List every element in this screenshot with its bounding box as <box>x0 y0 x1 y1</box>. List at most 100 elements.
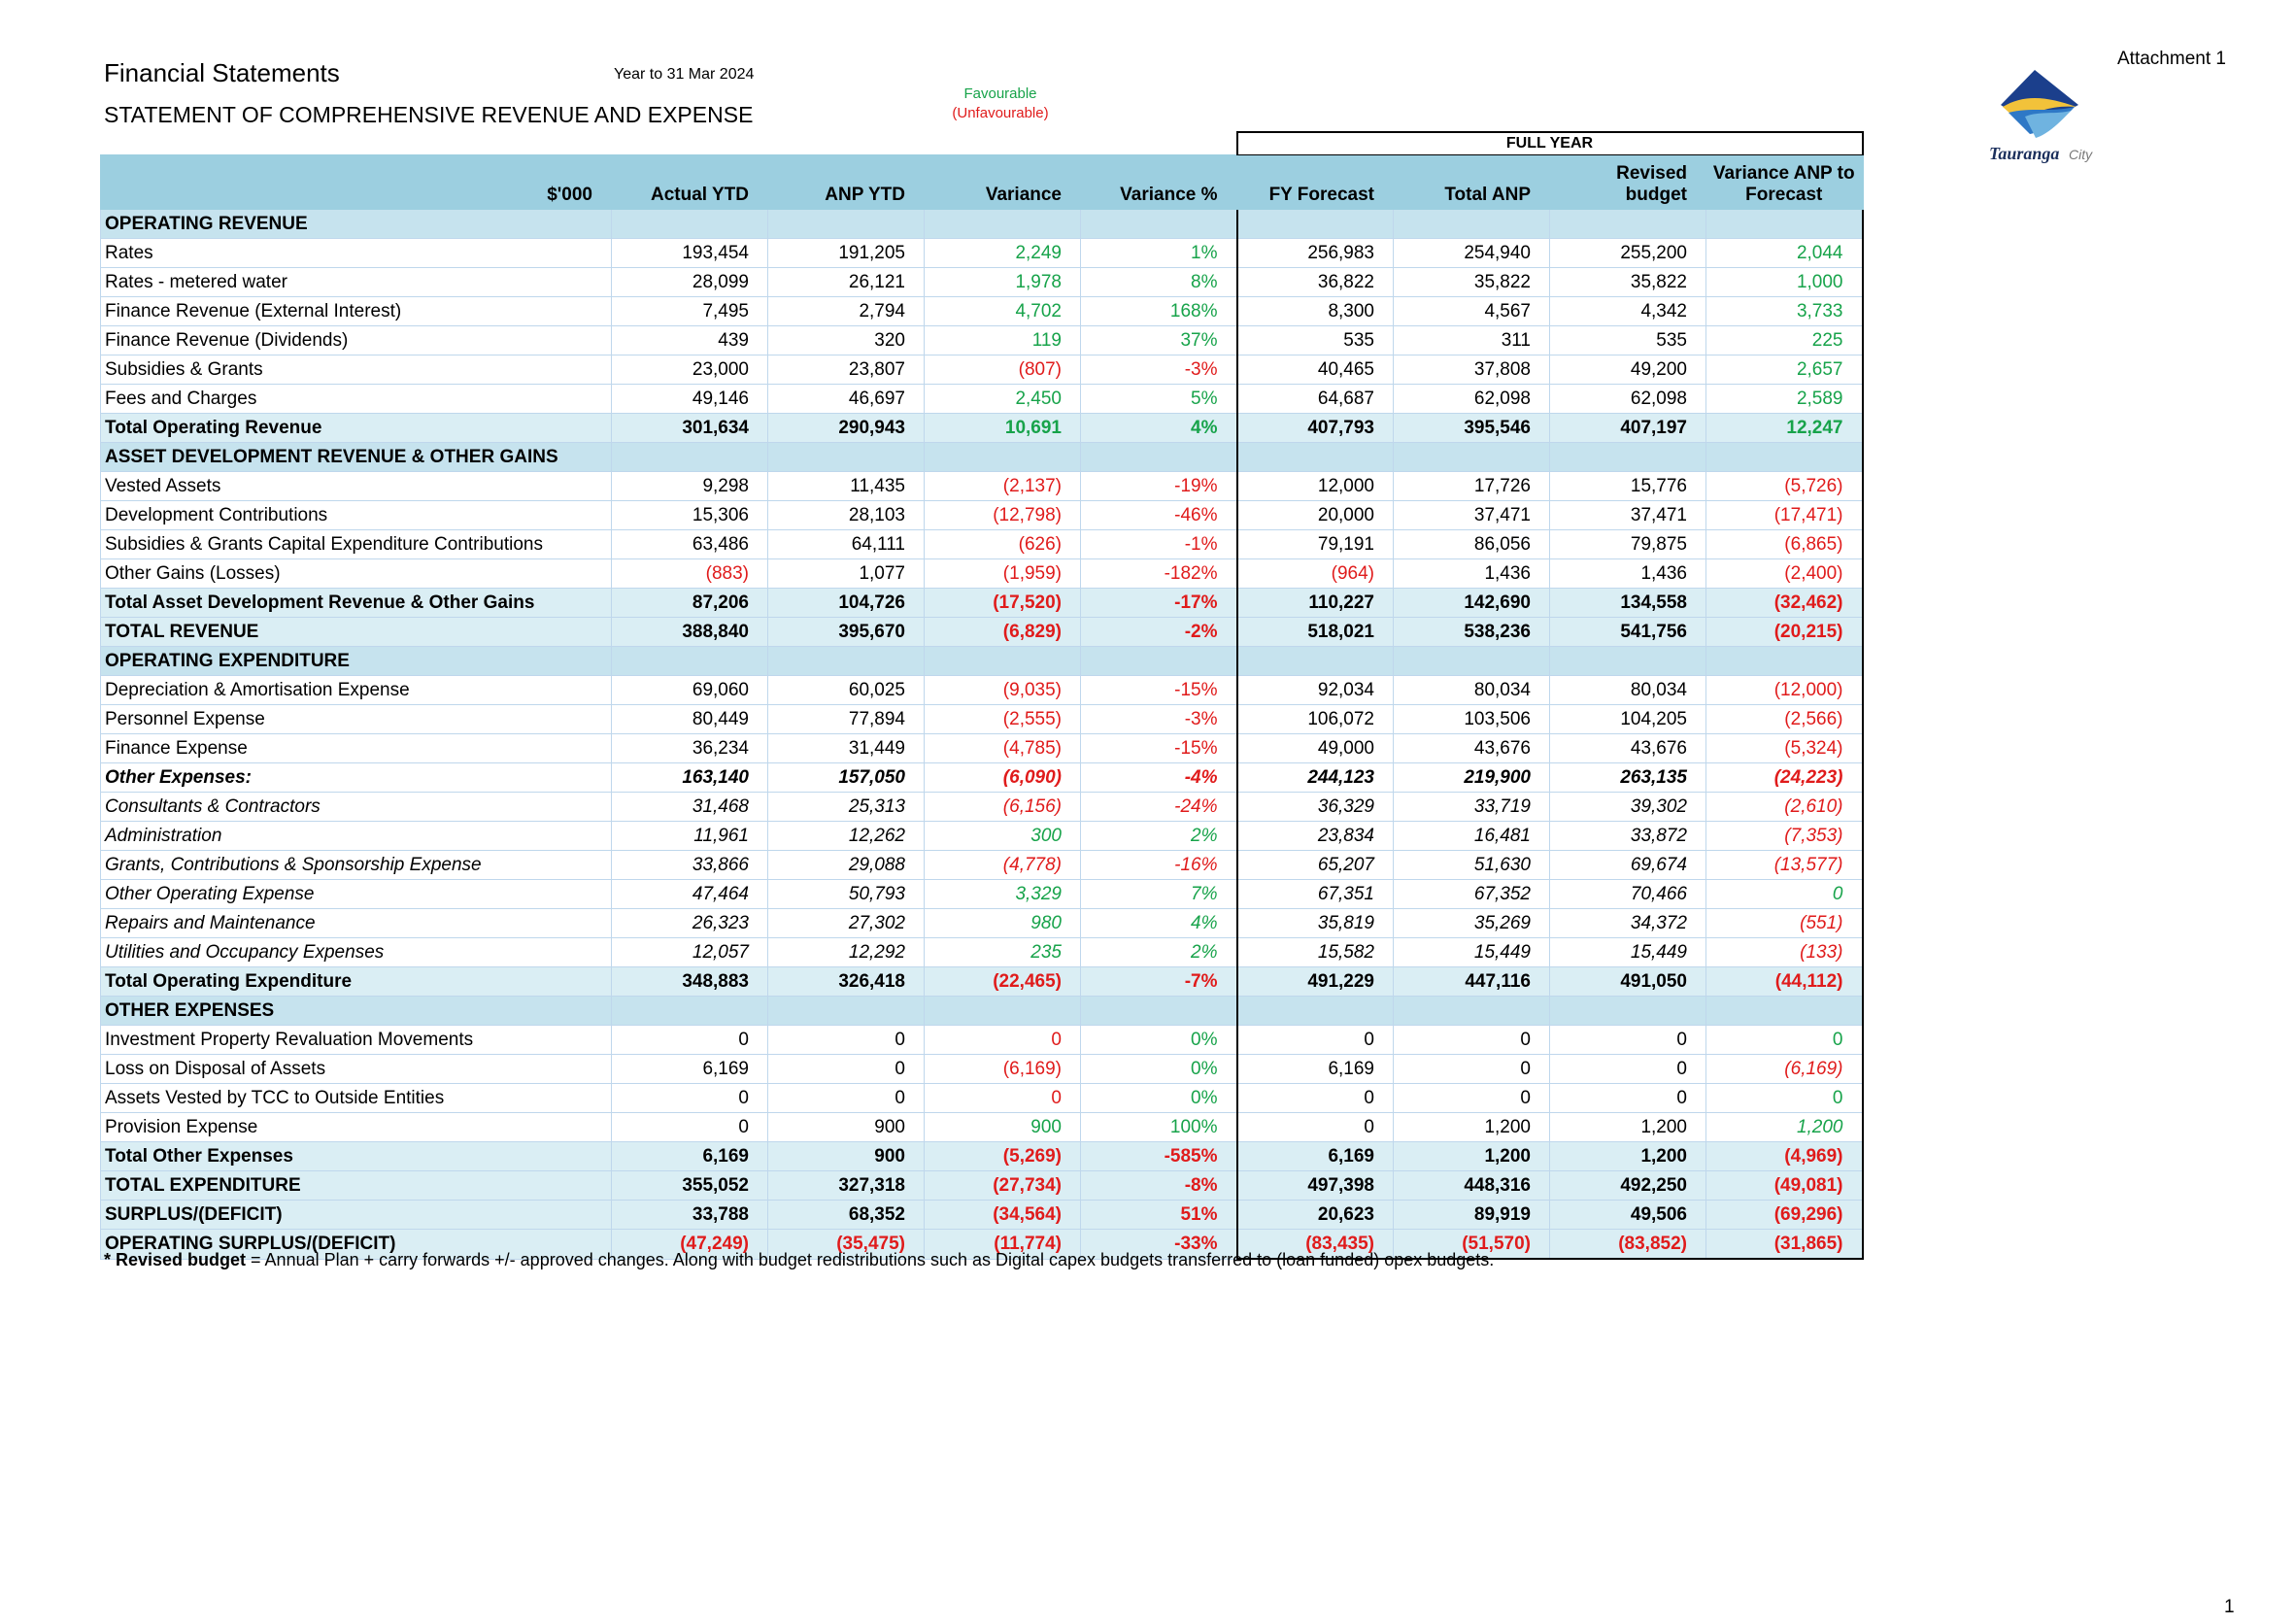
variance-pct-cell: 0% <box>1080 1083 1237 1113</box>
total-anp-cell: 37,471 <box>1393 500 1550 530</box>
actual-ytd-cell: 0 <box>611 1083 768 1113</box>
table-row: Assets Vested by TCC to Outside Entities… <box>100 1083 1864 1113</box>
fy-forecast-cell: 256,983 <box>1235 238 1394 268</box>
anp-ytd-cell: 31,449 <box>767 733 925 763</box>
total-row: Total Operating Revenue 301,634 290,943 10,… <box>100 413 1864 443</box>
total-anp-cell: 80,034 <box>1393 675 1550 705</box>
statement-title: STATEMENT OF COMPREHENSIVE REVENUE AND E… <box>104 102 754 127</box>
total-anp-cell <box>1393 646 1550 676</box>
actual-ytd-cell: 26,323 <box>611 908 768 938</box>
total-row: Total Operating Expenditure 348,883 326,41… <box>100 966 1864 997</box>
variance-anp-forecast-cell <box>1705 996 1864 1026</box>
revised-budget-cell: 134,558 <box>1549 588 1706 618</box>
table-row: Grants, Contributions & Sponsorship Expe… <box>100 850 1864 880</box>
fy-forecast-cell: 36,822 <box>1235 267 1394 297</box>
table-row: Consultants & Contractors 31,468 25,313 (6,… <box>100 792 1864 822</box>
line-item-label: Subsidies & Grants <box>100 355 612 385</box>
actual-ytd-cell: 355,052 <box>611 1170 768 1201</box>
fy-forecast-cell: 23,834 <box>1235 821 1394 851</box>
revised-budget-cell: 62,098 <box>1549 384 1706 414</box>
document-title: Financial Statements <box>104 58 340 87</box>
variance-pct-cell: -8% <box>1080 1170 1237 1201</box>
fy-forecast-cell: 6,169 <box>1235 1141 1394 1171</box>
variance-anp-forecast-cell: (69,296) <box>1705 1200 1864 1230</box>
line-item-label: Rates - metered water <box>100 267 612 297</box>
revised-budget-cell: 80,034 <box>1549 675 1706 705</box>
variance-anp-forecast-cell: (13,577) <box>1705 850 1864 880</box>
unfavourable-legend: (Unfavourable) <box>952 105 1049 121</box>
anp-ytd-cell: 326,418 <box>767 966 925 997</box>
favourable-legend: Favourable <box>963 85 1037 102</box>
actual-ytd-cell: 0 <box>611 1025 768 1055</box>
revised-budget-header: Revised budget <box>1549 154 1706 210</box>
actual-ytd-cell: 193,454 <box>611 238 768 268</box>
variance-anp-forecast-cell: (133) <box>1705 937 1864 967</box>
fy-forecast-cell: 110,227 <box>1235 588 1394 618</box>
variance-pct-cell: -19% <box>1080 471 1237 501</box>
anp-ytd-cell: 28,103 <box>767 500 925 530</box>
variance-cell: (27,734) <box>924 1170 1081 1201</box>
total-anp-cell: 33,719 <box>1393 792 1550 822</box>
fy-forecast-cell: 491,229 <box>1235 966 1394 997</box>
actual-ytd-cell: (883) <box>611 558 768 589</box>
total-anp-cell: 89,919 <box>1393 1200 1550 1230</box>
variance-cell: 119 <box>924 325 1081 355</box>
variance-pct-cell: 7% <box>1080 879 1237 909</box>
actual-ytd-cell <box>611 209 768 239</box>
variance-pct-cell: -15% <box>1080 675 1237 705</box>
revised-budget-cell: 491,050 <box>1549 966 1706 997</box>
total-anp-cell: 1,200 <box>1393 1112 1550 1142</box>
anp-ytd-header: ANP YTD <box>767 154 925 210</box>
line-item-label: Assets Vested by TCC to Outside Entities <box>100 1083 612 1113</box>
actual-ytd-cell: 87,206 <box>611 588 768 618</box>
variance-pct-cell: -24% <box>1080 792 1237 822</box>
total-anp-cell: 15,449 <box>1393 937 1550 967</box>
anp-ytd-cell: 0 <box>767 1083 925 1113</box>
line-item-label: Personnel Expense <box>100 704 612 734</box>
table-row: Other Operating Expense 47,464 50,793 3,329… <box>100 879 1864 909</box>
revised-budget-cell: 104,205 <box>1549 704 1706 734</box>
attachment-label: Attachment 1 <box>2117 49 2226 69</box>
anp-ytd-cell: 2,794 <box>767 296 925 326</box>
fy-forecast-cell: 106,072 <box>1235 704 1394 734</box>
total-anp-cell: 35,269 <box>1393 908 1550 938</box>
anp-ytd-cell: 395,670 <box>767 617 925 647</box>
table-row: Repairs and Maintenance 26,323 27,302 980 4%… <box>100 908 1864 938</box>
anp-ytd-cell <box>767 209 925 239</box>
variance-pct-cell: -1% <box>1080 529 1237 559</box>
anp-ytd-cell: 27,302 <box>767 908 925 938</box>
anp-ytd-cell: 77,894 <box>767 704 925 734</box>
variance-cell: 10,691 <box>924 413 1081 443</box>
revised-budget-cell: 34,372 <box>1549 908 1706 938</box>
variance-anp-forecast-cell: (6,865) <box>1705 529 1864 559</box>
variance-pct-cell: 1% <box>1080 238 1237 268</box>
anp-ytd-cell: 23,807 <box>767 355 925 385</box>
line-item-label: OTHER EXPENSES <box>100 996 612 1026</box>
variance-anp-forecast-cell: 2,589 <box>1705 384 1864 414</box>
variance-cell <box>924 996 1081 1026</box>
variance-cell: (12,798) <box>924 500 1081 530</box>
line-item-label: Provision Expense <box>100 1112 612 1142</box>
variance-anp-forecast-cell: 225 <box>1705 325 1864 355</box>
variance-pct-cell <box>1080 209 1237 239</box>
footnote-text: = Annual Plan + carry forwards +/- appro… <box>246 1250 1495 1269</box>
variance-cell: (6,829) <box>924 617 1081 647</box>
fy-forecast-cell: 20,623 <box>1235 1200 1394 1230</box>
revised-budget-cell: (83,852) <box>1549 1229 1706 1260</box>
anp-ytd-cell: 50,793 <box>767 879 925 909</box>
variance-pct-cell <box>1080 646 1237 676</box>
actual-ytd-cell: 15,306 <box>611 500 768 530</box>
table-row: Depreciation & Amortisation Expense 69,06… <box>100 675 1864 705</box>
actual-ytd-cell: 23,000 <box>611 355 768 385</box>
line-item-label: Repairs and Maintenance <box>100 908 612 938</box>
revised-budget-cell: 79,875 <box>1549 529 1706 559</box>
line-item-label: Total Operating Revenue <box>100 413 612 443</box>
table-row: Other Expenses: 163,140 157,050 (6,090) -4% 2… <box>100 762 1864 793</box>
actual-ytd-cell: 163,140 <box>611 762 768 793</box>
footnote-term: * Revised budget <box>104 1250 247 1269</box>
anp-ytd-cell: 12,262 <box>767 821 925 851</box>
revised-budget-cell: 492,250 <box>1549 1170 1706 1201</box>
total-anp-cell: 0 <box>1393 1025 1550 1055</box>
table-row: Loss on Disposal of Assets 6,169 0 (6,169) 0… <box>100 1054 1864 1084</box>
variance-anp-forecast-cell: (7,353) <box>1705 821 1864 851</box>
